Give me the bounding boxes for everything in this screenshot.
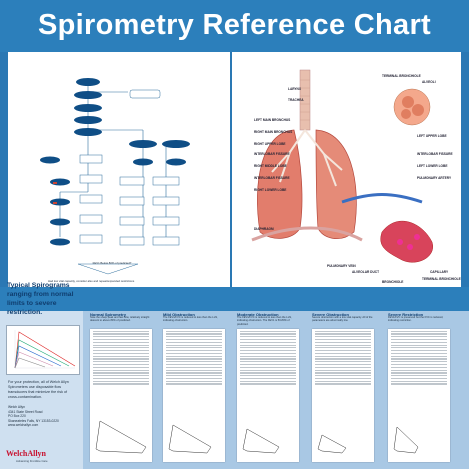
flow-box: [152, 176, 180, 186]
address-line: www.welchallyn.com: [8, 423, 39, 428]
label-interlobar-fissure-2: INTERLOBAR FISSURE: [254, 176, 290, 180]
label-right-main-bronchus: RIGHT MAIN BRONCHUS: [254, 130, 293, 134]
flow-box: [79, 194, 103, 204]
anatomy-panel: LARYNX TRACHEA LEFT MAIN BRONCHUS RIGHT …: [232, 52, 461, 287]
restriction-node: [162, 140, 190, 148]
overlay-spirogram-svg: [14, 330, 76, 369]
bottom-question: FEV1 Below 80% of predicted?: [92, 261, 132, 265]
right-lung: [257, 129, 303, 239]
flow-box: [79, 154, 103, 164]
sheet-curve: [95, 420, 147, 454]
sheet-curve: [168, 424, 212, 454]
sheet-title-5: Severe Restriction: [388, 312, 424, 317]
obstruction-node: [40, 156, 60, 164]
pulmonary-artery: [341, 193, 423, 204]
diaphragm-shape: [251, 226, 363, 242]
flow-box: [119, 236, 145, 246]
welch-allyn-logo: WelchAllyn: [6, 449, 47, 458]
fev1-fvc-node: [74, 91, 102, 99]
typical-spirograms-heading: Typical Spirograms ranging from normal l…: [7, 282, 74, 316]
spirogram-sheet-severe-obstruction: [312, 329, 374, 462]
sheet-curve: [317, 434, 347, 454]
overlay-spirogram-chart: [6, 325, 80, 375]
label-left-main-bronchus: LEFT MAIN BRONCHUS: [254, 118, 291, 122]
flow-box: [119, 176, 145, 186]
sheet-title-3: Moderate Obstruction: [237, 312, 279, 317]
flow-box: [152, 196, 180, 206]
label-alveoli: ALVEOLI: [422, 80, 436, 84]
decision-diamond: [77, 263, 139, 275]
normal-node: [129, 140, 157, 148]
protection-text: For your protection, all of Welch Allyn …: [8, 380, 69, 399]
label-capillary: CAPILLARY: [430, 270, 449, 274]
page-title: Spirometry Reference Chart: [38, 9, 431, 41]
flag-marker: [53, 182, 57, 184]
capillary-illustration: [380, 221, 434, 263]
lln-node: [74, 104, 102, 112]
flow-box: [79, 214, 103, 224]
sheet-desc-2: The FEV1/FVC is reduced to less than the…: [163, 316, 218, 323]
address-line: Welch Allyn: [8, 405, 25, 409]
label-larynx: LARYNX: [288, 87, 301, 91]
label-left-lower-lobe: LEFT LOWER LOBE: [417, 164, 448, 168]
flow-box: [119, 216, 145, 226]
sheet-desc-3: The FEV1/FVC is reduced to less than the…: [237, 316, 292, 326]
label-right-upper-lobe: RIGHT UPPER LOBE: [254, 142, 286, 146]
label-interlobar-fissure: INTERLOBAR FISSURE: [254, 152, 290, 156]
flow-box: [152, 236, 180, 246]
lung-illustration: [251, 69, 434, 263]
spirogram-sheet-normal: [90, 329, 152, 462]
flow-box: [129, 89, 161, 99]
flag-marker: [53, 202, 57, 204]
step-node-6: [166, 158, 186, 166]
spirogram-sheet-mild: [163, 329, 225, 462]
start-node: [76, 78, 100, 86]
spirogram-sheet-moderate: [237, 329, 299, 462]
flowchart-footer: Had low vital capacity, consider also an…: [48, 279, 135, 283]
flow-box: [79, 234, 103, 244]
address-line: 4341 State Street Road: [8, 409, 43, 414]
sheet-title-2: Mild Obstruction: [163, 312, 195, 317]
label-pulmonary-vein: PULMONARY VEIN: [327, 264, 356, 268]
label-terminal-bronchiole-2: TERMINAL BRONCHIOLE: [422, 277, 461, 281]
fvc-node: [74, 128, 102, 136]
label-right-lower-lobe: RIGHT LOWER LOBE: [254, 188, 287, 192]
flowchart-diagram: [40, 78, 190, 275]
label-terminal-bronchiole: TERMINAL BRONCHIOLE: [382, 74, 421, 78]
label-bronchiole: BRONCHIOLE: [382, 280, 404, 284]
sheet-curve: [242, 428, 280, 454]
step-node-5: [133, 158, 153, 166]
label-diaphragm: DIAPHRAGM: [254, 227, 274, 231]
fev1-node: [74, 116, 102, 124]
address-line: Skaneateles Falls, NY 13153-0220: [8, 418, 59, 423]
label-pulmonary-artery: PULMONARY ARTERY: [417, 176, 452, 180]
sheet-desc-1: Note the sharp peak and fast flow, relat…: [90, 316, 150, 323]
flowchart-panel: FEV1 Below 80% of predicted? Had low vit…: [8, 52, 230, 287]
sheet-desc-4: Severe obstruction with a low vital capa…: [312, 316, 373, 323]
label-alveolar-duct: ALVEOLAR DUCT: [352, 270, 380, 274]
mid-band: [0, 287, 469, 311]
tagline: Advancing Frontline Care: [16, 459, 48, 463]
step-node-3: [50, 218, 70, 226]
label-left-upper-lobe: LEFT UPPER LOBE: [417, 134, 447, 138]
sheet-title-4: Severe Obstruction: [312, 312, 349, 317]
sheet-title-1: Normal Spirometry: [90, 312, 127, 317]
label-interlobar-fissure-left: INTERLOBAR FISSURE: [417, 152, 453, 156]
sheet-desc-5: FEV1/FVC is preserved but the FVC is red…: [388, 316, 444, 323]
label-trachea: TRACHEA: [288, 98, 304, 102]
label-right-middle-lobe: RIGHT MIDDLE LOBE: [254, 164, 287, 168]
flow-box: [119, 196, 145, 206]
header: [0, 0, 469, 52]
flow-box: [152, 216, 180, 226]
step-node-4: [50, 238, 70, 246]
address-line: PO Box 220: [8, 414, 26, 419]
flow-box: [79, 174, 103, 184]
address-block: Welch Allyn 4341 State Street Road PO Bo…: [8, 405, 78, 428]
alveoli-cluster: [393, 88, 431, 126]
spirogram-sheet-severe-restriction: [388, 329, 450, 462]
sheet-curve: [393, 426, 419, 454]
